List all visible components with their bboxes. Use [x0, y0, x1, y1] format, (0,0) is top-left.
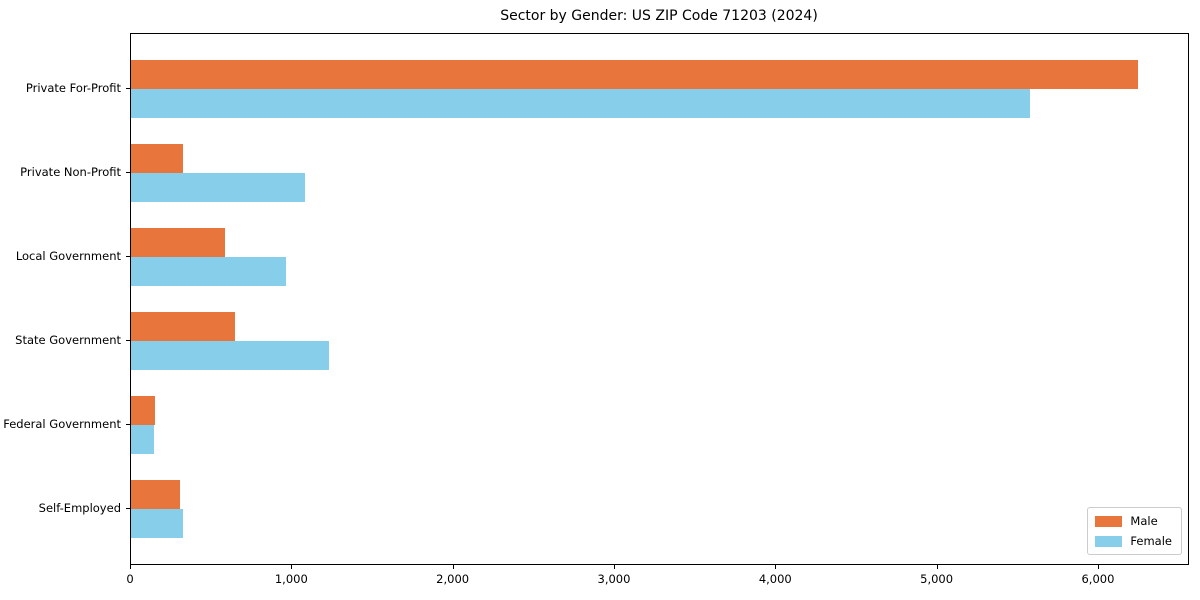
legend-label-female: Female: [1130, 534, 1172, 548]
y-tick-label-private-for-profit: Private For-Profit: [25, 81, 121, 95]
x-tick-label-3000: 3,000: [597, 572, 631, 586]
bar-male-federal-government: [131, 396, 156, 425]
legend-item-female: Female: [1095, 534, 1172, 548]
y-tick-label-state-government: State Government: [15, 333, 121, 347]
x-tick-mark: [613, 565, 615, 569]
y-tick-label-self-employed: Self-Employed: [38, 501, 121, 515]
legend-label-male: Male: [1130, 514, 1158, 528]
bar-male-local-government: [131, 228, 225, 257]
bar-male-self-employed: [131, 480, 181, 509]
bar-female-federal-government: [131, 425, 155, 454]
legend-swatch-female: [1095, 535, 1123, 547]
x-tick-label-4000: 4,000: [758, 572, 792, 586]
bar-female-private-non-profit: [131, 173, 306, 202]
bar-male-private-non-profit: [131, 144, 183, 173]
x-tick-mark: [775, 565, 777, 569]
chart-title: Sector by Gender: US ZIP Code 71203 (202…: [500, 8, 818, 24]
plot-area: Male Female: [130, 33, 1189, 565]
x-tick-mark: [936, 565, 938, 569]
y-tick-mark: [126, 424, 130, 425]
x-tick-mark: [130, 565, 131, 569]
y-tick-label-federal-government: Federal Government: [3, 417, 121, 431]
bar-female-state-government: [131, 341, 330, 370]
y-tick-label-private-non-profit: Private Non-Profit: [20, 165, 121, 179]
legend-item-male: Male: [1095, 514, 1172, 528]
bar-female-private-for-profit: [131, 89, 1031, 118]
legend-swatch-male: [1095, 515, 1123, 527]
bar-male-state-government: [131, 312, 236, 341]
bar-female-self-employed: [131, 509, 184, 538]
y-tick-label-local-government: Local Government: [15, 249, 121, 263]
legend: Male Female: [1087, 507, 1182, 555]
x-tick-label-0: 0: [126, 572, 134, 586]
x-tick-label-5000: 5,000: [920, 572, 954, 586]
y-tick-mark: [126, 172, 130, 173]
x-tick-mark: [291, 565, 293, 569]
x-tick-mark: [452, 565, 454, 569]
y-tick-mark: [126, 508, 130, 509]
bar-male-private-for-profit: [131, 60, 1138, 89]
y-tick-mark: [126, 340, 130, 341]
bar-female-local-government: [131, 257, 286, 286]
x-tick-label-2000: 2,000: [436, 572, 470, 586]
y-tick-mark: [126, 256, 130, 257]
x-tick-label-1000: 1,000: [274, 572, 308, 586]
x-tick-mark: [1097, 565, 1099, 569]
y-tick-mark: [126, 88, 130, 89]
x-tick-label-6000: 6,000: [1081, 572, 1115, 586]
